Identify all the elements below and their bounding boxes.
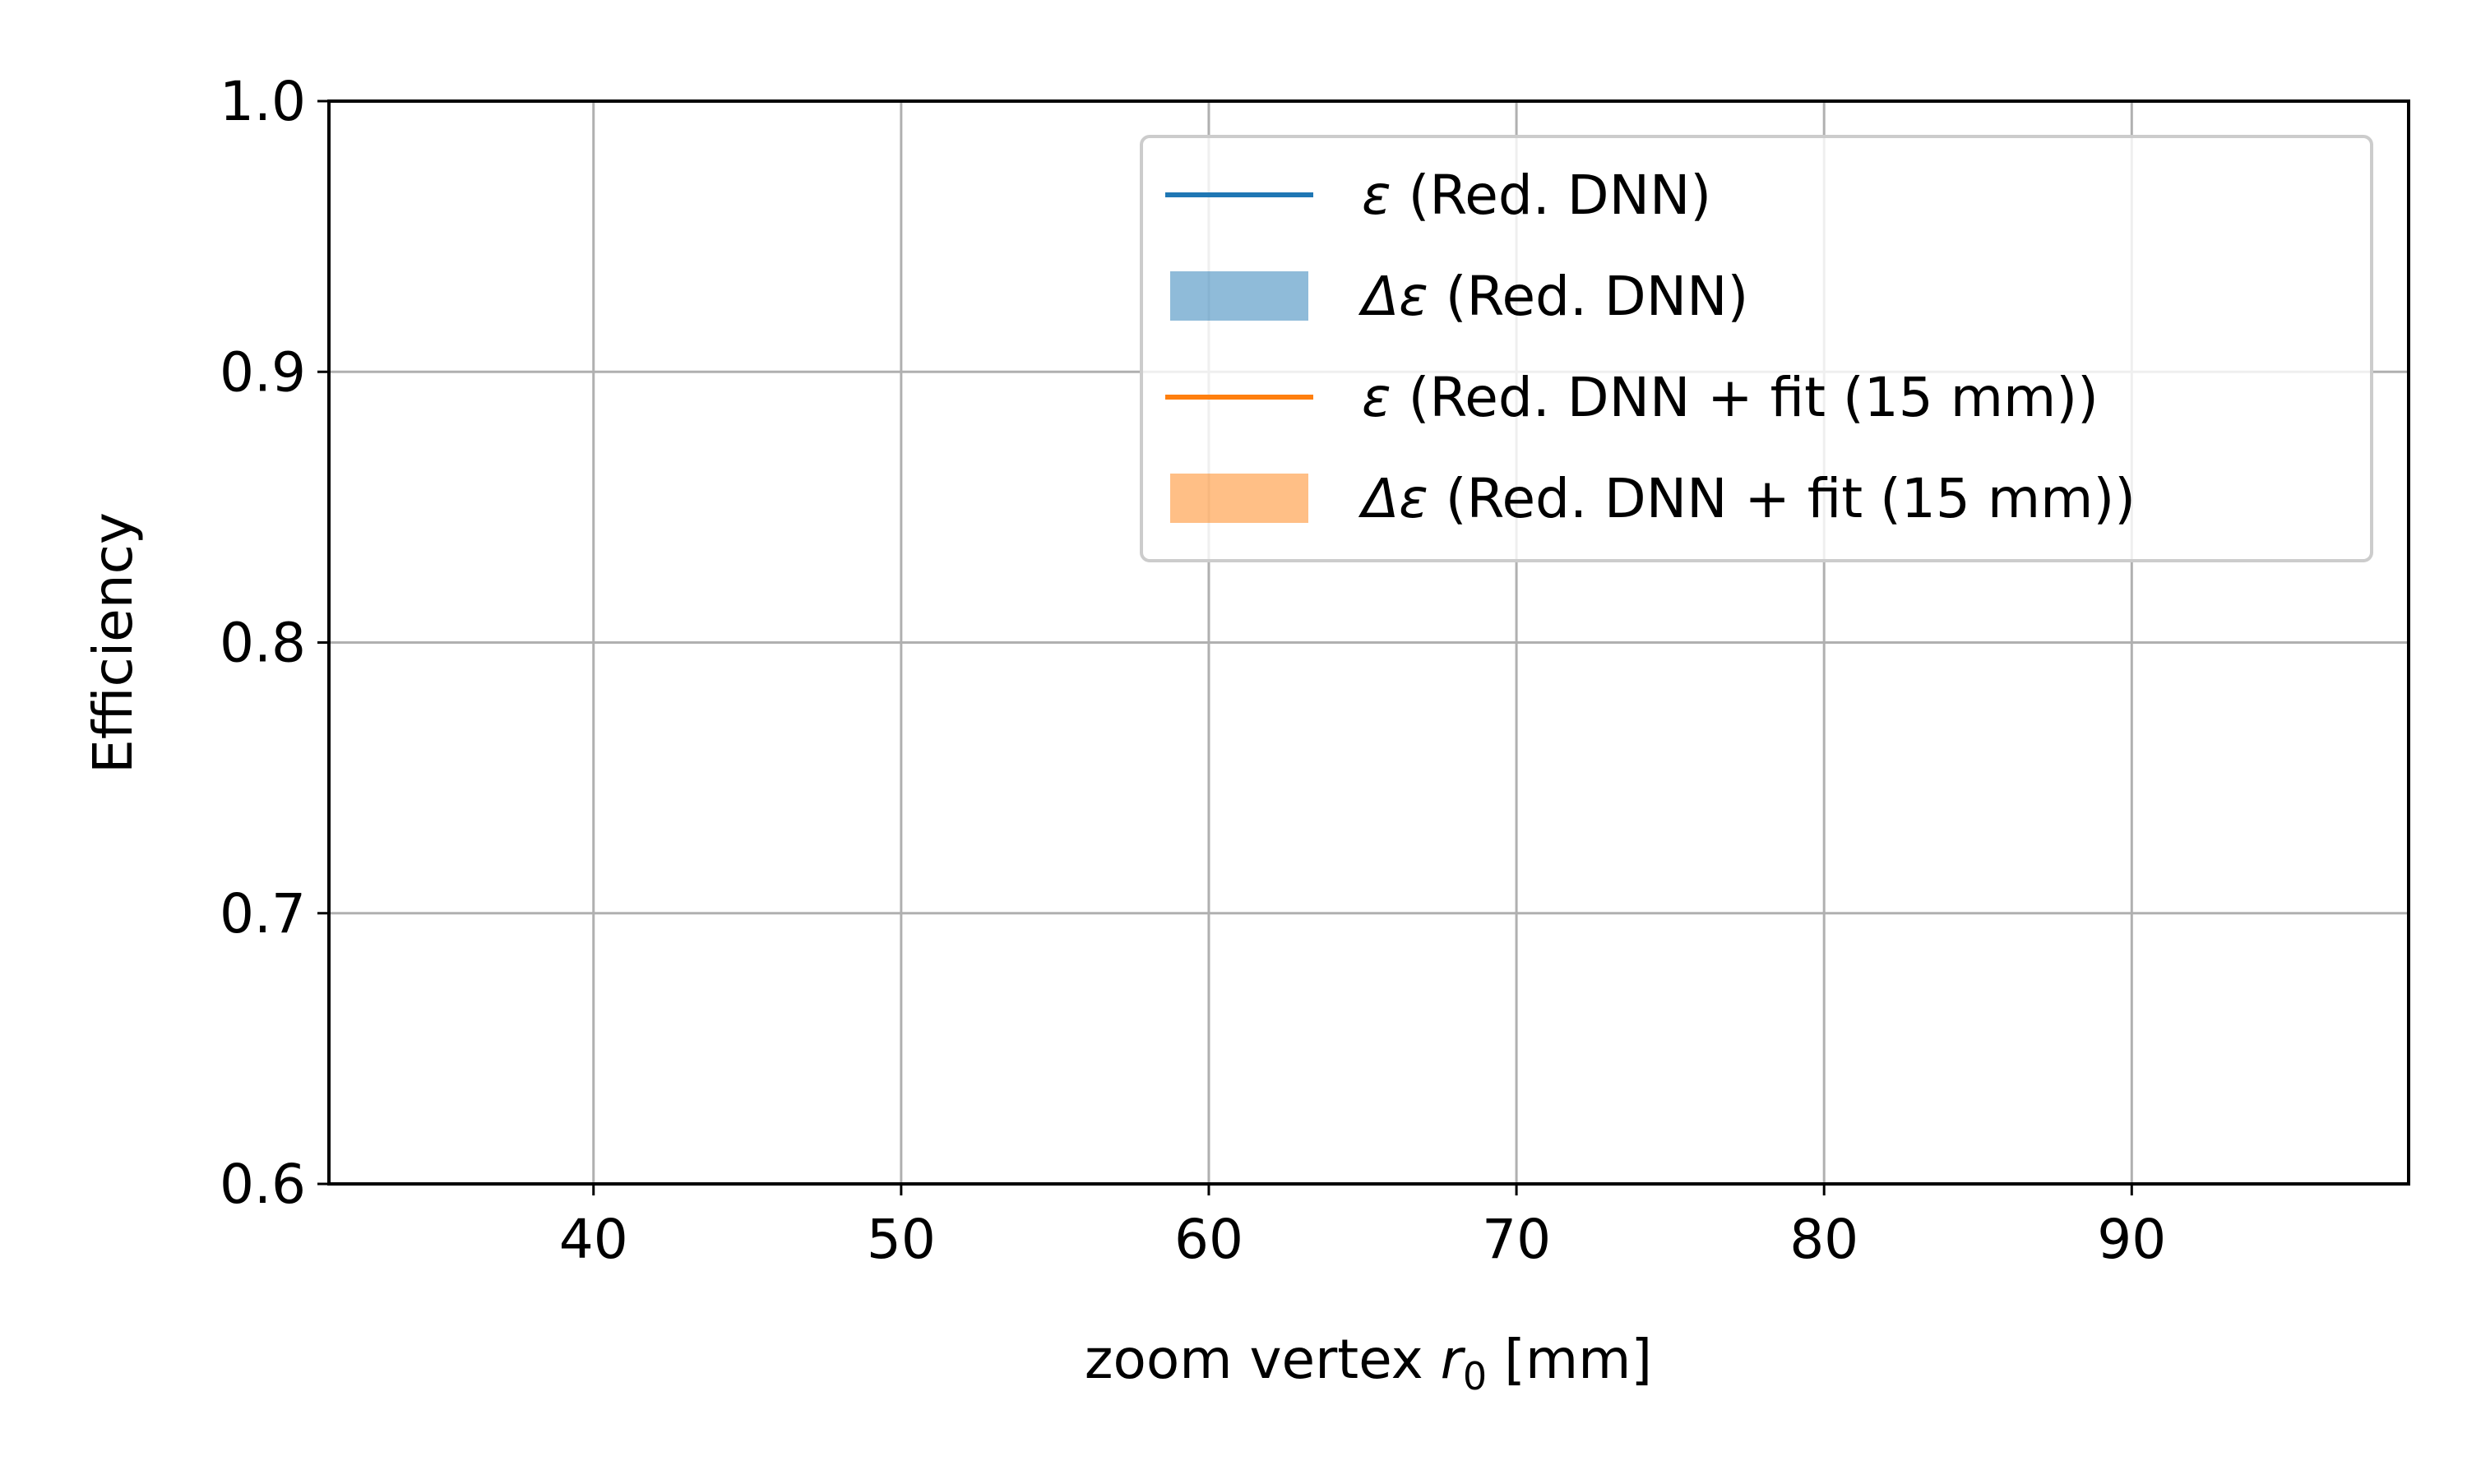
x-axis-label-subscript: 0 <box>1463 1354 1487 1398</box>
legend-entry-text: (Red. DNN) <box>1391 164 1711 227</box>
legend-entry-symbol: ε <box>1362 366 1391 429</box>
x-axis-label: zoom vertex r0 [mm] <box>1085 1328 1652 1398</box>
ticks: 40 50 60 70 80 90 0.6 0.7 0.8 0.9 1.0 <box>220 70 2166 1271</box>
x-tick-label: 40 <box>559 1208 628 1271</box>
legend-band-swatch <box>1170 474 1308 523</box>
legend-entry-text: (Red. DNN + fit (15 mm)) <box>1391 366 2099 429</box>
legend-entry-label: Δε (Red. DNN) <box>1358 265 1748 328</box>
y-tick-label: 0.6 <box>220 1153 306 1216</box>
x-tick-label: 70 <box>1482 1208 1551 1271</box>
legend-entry-symbol: Δε <box>1358 265 1428 328</box>
x-tick-label: 60 <box>1174 1208 1243 1271</box>
legend-entry-label: ε (Red. DNN + fit (15 mm)) <box>1362 366 2099 429</box>
x-axis-label-symbol: r <box>1441 1328 1466 1391</box>
y-tick-label: 0.8 <box>220 612 306 675</box>
legend-entry-label: Δε (Red. DNN + fit (15 mm)) <box>1358 467 2136 530</box>
y-tick-label: 1.0 <box>220 70 306 133</box>
legend-entry-text: (Red. DNN + fit (15 mm)) <box>1428 467 2136 530</box>
x-axis-label-suffix: [mm] <box>1487 1328 1652 1391</box>
legend-entry-label: ε (Red. DNN) <box>1362 164 1711 227</box>
legend-band-swatch <box>1170 271 1308 321</box>
x-tick-label: 90 <box>2097 1208 2166 1271</box>
x-tick-label: 80 <box>1789 1208 1858 1271</box>
legend-entry-text: (Red. DNN) <box>1428 265 1748 328</box>
y-axis-label: Efficiency <box>81 512 145 774</box>
legend-frame <box>1140 135 2373 562</box>
x-tick-label: 50 <box>867 1208 936 1271</box>
legend: ε (Red. DNN)Δε (Red. DNN)ε (Red. DNN + f… <box>1140 135 2373 562</box>
legend-entry-symbol: Δε <box>1358 467 1428 530</box>
y-tick-label: 0.9 <box>220 340 306 404</box>
y-tick-label: 0.7 <box>220 882 306 945</box>
x-axis-label-prefix: zoom vertex <box>1085 1328 1441 1391</box>
legend-entry-symbol: ε <box>1362 164 1391 227</box>
